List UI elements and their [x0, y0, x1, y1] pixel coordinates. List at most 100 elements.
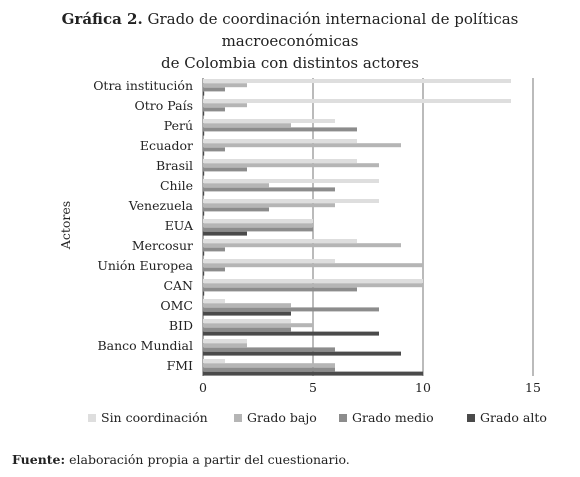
bar-eua-grado-alto	[203, 231, 247, 236]
category-label-union-europea: Unión Europea	[97, 258, 193, 273]
bar-can-grado-alto	[203, 291, 205, 296]
legend-swatch-grado-bajo	[234, 414, 242, 422]
bar-mercosur-grado-alto	[203, 251, 205, 256]
bar-union-europea-sin-coordinacion	[203, 259, 335, 263]
title-line2: de Colombia con distintos actores	[160, 54, 420, 72]
category-label-fmi: FMI	[167, 358, 193, 373]
category-label-can: CAN	[163, 278, 193, 293]
category-label-brasil: Brasil	[156, 158, 193, 173]
bar-otro-pais-grado-alto	[203, 111, 205, 116]
category-label-chile: Chile	[160, 178, 193, 193]
legend-swatch-grado-alto	[467, 414, 475, 422]
legend-swatch-sin-coordinacion	[88, 414, 96, 422]
legend-label-sin-coordinacion: Sin coordinación	[101, 410, 208, 425]
bar-eua-grado-bajo	[203, 223, 313, 228]
bar-mercosur-grado-medio	[203, 247, 225, 252]
bar-can-grado-medio	[203, 287, 357, 292]
category-label-eua: EUA	[165, 218, 194, 233]
bar-union-europea-grado-alto	[203, 271, 205, 276]
category-label-otro-pais: Otro País	[135, 98, 193, 113]
bar-peru-grado-medio	[203, 127, 357, 132]
bars	[203, 79, 511, 376]
x-tick-labels: 0 5 10 15	[199, 380, 541, 395]
bar-brasil-grado-bajo	[203, 163, 379, 168]
bar-venezuela-sin-coordinacion	[203, 199, 379, 203]
bar-peru-grado-bajo	[203, 123, 291, 128]
bar-venezuela-grado-medio	[203, 207, 269, 212]
bar-eua-grado-medio	[203, 227, 313, 232]
bar-omc-grado-alto	[203, 311, 291, 316]
bar-can-sin-coordinacion	[203, 279, 423, 283]
bar-omc-sin-coordinacion	[203, 299, 225, 303]
bar-chile-grado-bajo	[203, 183, 269, 188]
bar-otra-institucion-sin-coordinacion	[203, 79, 511, 83]
bar-banco-mundial-grado-bajo	[203, 343, 247, 348]
bar-peru-sin-coordinacion	[203, 119, 335, 123]
bar-banco-mundial-grado-alto	[203, 351, 401, 356]
bar-otra-institucion-grado-bajo	[203, 83, 247, 88]
x-tick-0: 0	[199, 380, 207, 395]
bar-union-europea-grado-medio	[203, 267, 225, 272]
legend-label-grado-alto: Grado alto	[480, 410, 547, 425]
bar-otra-institucion-grado-alto	[203, 91, 205, 96]
bar-bid-grado-bajo	[203, 323, 313, 328]
title-line1: Grado de coordinación internacional de p…	[147, 10, 519, 50]
bar-chile-grado-alto	[203, 191, 205, 196]
legend-label-grado-bajo: Grado bajo	[247, 410, 317, 425]
bar-venezuela-grado-alto	[203, 211, 205, 216]
x-tick-5: 5	[309, 380, 317, 395]
bar-bid-grado-medio	[203, 327, 291, 332]
category-label-venezuela: Venezuela	[128, 198, 194, 213]
bar-banco-mundial-sin-coordinacion	[203, 339, 247, 343]
source-text: elaboración propia a partir del cuestion…	[69, 452, 350, 467]
bar-union-europea-grado-bajo	[203, 263, 423, 268]
bar-ecuador-sin-coordinacion	[203, 139, 357, 143]
bar-chile-grado-medio	[203, 187, 335, 192]
category-label-banco-mundial: Banco Mundial	[97, 338, 193, 353]
bar-ecuador-grado-bajo	[203, 143, 401, 148]
category-label-bid: BID	[169, 318, 193, 333]
bar-otro-pais-sin-coordinacion	[203, 99, 511, 103]
bar-bid-grado-alto	[203, 331, 379, 336]
source-label: Fuente:	[12, 452, 66, 467]
bar-eua-sin-coordinacion	[203, 219, 313, 223]
bar-mercosur-sin-coordinacion	[203, 239, 357, 243]
category-label-omc: OMC	[160, 298, 193, 313]
bar-peru-grado-alto	[203, 131, 205, 136]
bar-venezuela-grado-bajo	[203, 203, 335, 208]
bar-chart: Otra institución Otro País Perú Ecuador Bras…	[58, 78, 547, 425]
bar-brasil-sin-coordinacion	[203, 159, 357, 163]
bar-can-grado-bajo	[203, 283, 423, 288]
category-label-ecuador: Ecuador	[140, 138, 193, 153]
bar-bid-sin-coordinacion	[203, 319, 291, 323]
legend-swatch-grado-medio	[339, 414, 347, 422]
title-label: Gráfica 2.	[61, 10, 143, 28]
category-label-mercosur: Mercosur	[132, 238, 193, 253]
y-axis-title: Actores	[58, 201, 73, 250]
bar-mercosur-grado-bajo	[203, 243, 401, 248]
bar-fmi-grado-alto	[203, 371, 423, 376]
bar-omc-grado-medio	[203, 307, 379, 312]
bar-otro-pais-grado-medio	[203, 107, 225, 112]
bar-ecuador-grado-alto	[203, 151, 205, 156]
x-tick-15: 15	[525, 380, 541, 395]
source-note: Fuente: elaboración propia a partir del …	[12, 452, 350, 467]
chart-title: Gráfica 2. Grado de coordinación interna…	[0, 8, 580, 74]
bar-brasil-grado-medio	[203, 167, 247, 172]
legend: Sin coordinación Grado bajo Grado medio Gra…	[88, 410, 547, 425]
bar-banco-mundial-grado-medio	[203, 347, 335, 352]
category-label-peru: Perú	[164, 118, 193, 133]
bar-otro-pais-grado-bajo	[203, 103, 247, 108]
x-tick-10: 10	[415, 380, 431, 395]
bar-fmi-grado-bajo	[203, 363, 335, 368]
legend-label-grado-medio: Grado medio	[352, 410, 434, 425]
bar-fmi-grado-medio	[203, 367, 335, 372]
bar-omc-grado-bajo	[203, 303, 291, 308]
category-labels: Otra institución Otro País Perú Ecuador Bras…	[93, 78, 194, 373]
bar-brasil-grado-alto	[203, 171, 205, 176]
bar-chile-sin-coordinacion	[203, 179, 379, 183]
bar-fmi-sin-coordinacion	[203, 359, 225, 363]
bar-ecuador-grado-medio	[203, 147, 225, 152]
category-label-otra-institucion: Otra institución	[93, 78, 193, 93]
bar-otra-institucion-grado-medio	[203, 87, 225, 92]
